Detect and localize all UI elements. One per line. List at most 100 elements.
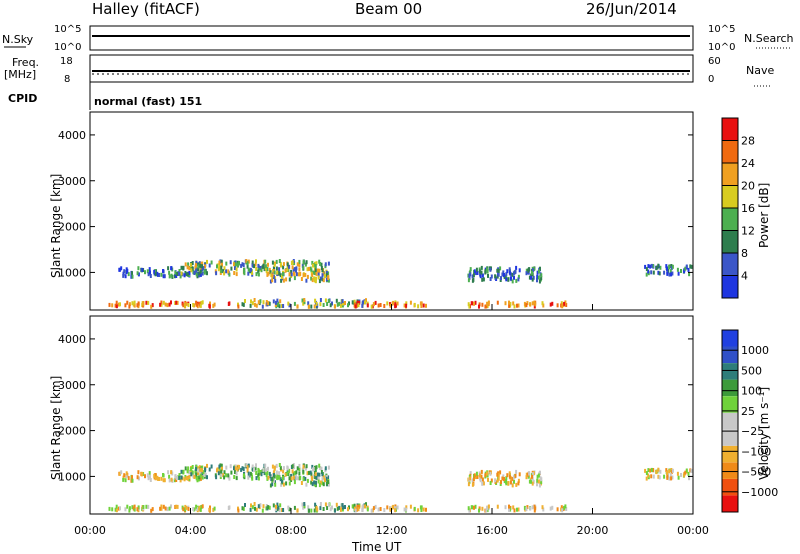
velocity-cell	[499, 470, 502, 475]
velocity-cell	[668, 469, 671, 474]
power-cell	[540, 273, 543, 278]
power-cell	[288, 277, 291, 282]
power-cell	[238, 260, 240, 265]
power-cell	[120, 266, 123, 271]
nsky-frame	[89, 25, 694, 51]
power-cell	[366, 303, 369, 308]
power-cell	[131, 271, 133, 276]
velocity-cell	[264, 468, 267, 473]
power-colorbar-cell	[722, 140, 738, 163]
velocity-cell	[218, 468, 221, 473]
power-cell	[322, 278, 325, 283]
velocity-colorbar-tick-label: 100	[741, 385, 762, 398]
velocity-cell	[322, 482, 325, 487]
velocity-cell	[282, 476, 284, 481]
velocity-cell	[298, 463, 301, 468]
velocity-cell	[146, 473, 149, 478]
velocity-cell	[273, 467, 276, 471]
velocity-cell	[513, 508, 516, 513]
power-cell	[220, 269, 223, 274]
velocity-cell	[320, 470, 323, 474]
power-cell	[195, 272, 198, 277]
velocity-cell	[370, 508, 373, 513]
velocity-cell	[275, 463, 278, 468]
velocity-cell	[262, 504, 265, 509]
velocity-cell	[212, 507, 215, 512]
power-cell	[668, 265, 671, 270]
power-cell	[683, 269, 686, 274]
velocity-cell	[188, 475, 191, 479]
power-cell	[137, 266, 140, 271]
power-cell	[225, 261, 228, 266]
power-cell	[287, 264, 290, 269]
power-cell	[269, 279, 272, 284]
velocity-cell	[189, 467, 192, 472]
velocity-cell	[191, 465, 194, 469]
velocity-cell	[658, 475, 661, 480]
velocity-colorbar: 1000 500 100 25 −25 −100 −500 −1000	[721, 329, 778, 513]
power-cell	[471, 278, 474, 283]
power-cell	[479, 274, 482, 279]
power-cell	[191, 261, 194, 265]
power-cell	[503, 273, 505, 277]
velocity-cell	[131, 478, 134, 483]
power-cell	[286, 262, 289, 267]
velocity-cell	[151, 507, 154, 512]
velocity-cell	[237, 508, 240, 513]
velocity-cell	[531, 505, 534, 510]
velocity-cell	[392, 504, 395, 509]
velocity-cell	[480, 474, 483, 479]
velocity-cell	[298, 471, 301, 476]
power-cell	[563, 301, 566, 306]
velocity-cell	[478, 506, 481, 511]
velocity-cell	[201, 471, 204, 476]
velocity-cell	[197, 471, 200, 476]
velocity-cell	[469, 471, 472, 476]
power-cell	[657, 270, 660, 275]
power-cell	[264, 259, 267, 264]
power-cell	[319, 262, 322, 266]
velocity-cell	[142, 505, 145, 509]
velocity-cell	[497, 476, 500, 481]
velocity-cell	[168, 506, 171, 511]
velocity-cell	[318, 463, 321, 468]
power-cell	[541, 301, 544, 306]
velocity-cell	[313, 508, 316, 513]
power-cell	[409, 300, 412, 305]
power-cell	[471, 274, 474, 279]
power-cell	[270, 273, 273, 278]
power-cell	[361, 303, 364, 308]
time-tick-label: 08:00	[275, 524, 307, 537]
velocity-cell	[264, 470, 267, 475]
power-cell	[320, 262, 323, 267]
velocity-cell	[147, 476, 150, 481]
power-cell	[212, 303, 215, 308]
velocity-cell	[195, 464, 198, 469]
power-cell	[512, 301, 515, 306]
power-cell	[533, 304, 536, 309]
velocity-cell	[311, 477, 314, 482]
time-tick-label: 16:00	[476, 524, 508, 537]
power-cell	[247, 271, 250, 276]
power-cell	[206, 271, 208, 276]
velocity-cell	[195, 467, 197, 472]
power-cell	[241, 262, 244, 267]
velocity-cell	[272, 479, 275, 483]
power-cell	[269, 270, 272, 275]
power-cell	[517, 277, 520, 282]
velocity-cell	[357, 507, 360, 512]
velocity-cell	[530, 479, 533, 484]
power-cell	[525, 271, 528, 276]
velocity-cell	[485, 508, 488, 513]
power-cell	[419, 301, 422, 306]
velocity-cell	[500, 480, 502, 485]
velocity-cell	[286, 471, 289, 476]
velocity-cell	[126, 504, 129, 509]
velocity-cell	[481, 506, 484, 511]
velocity-cell	[292, 471, 295, 476]
power-cell	[355, 303, 358, 308]
power-cell	[282, 272, 284, 277]
power-cell	[198, 271, 201, 276]
velocity-cell	[281, 479, 283, 483]
velocity-cell	[179, 478, 182, 483]
